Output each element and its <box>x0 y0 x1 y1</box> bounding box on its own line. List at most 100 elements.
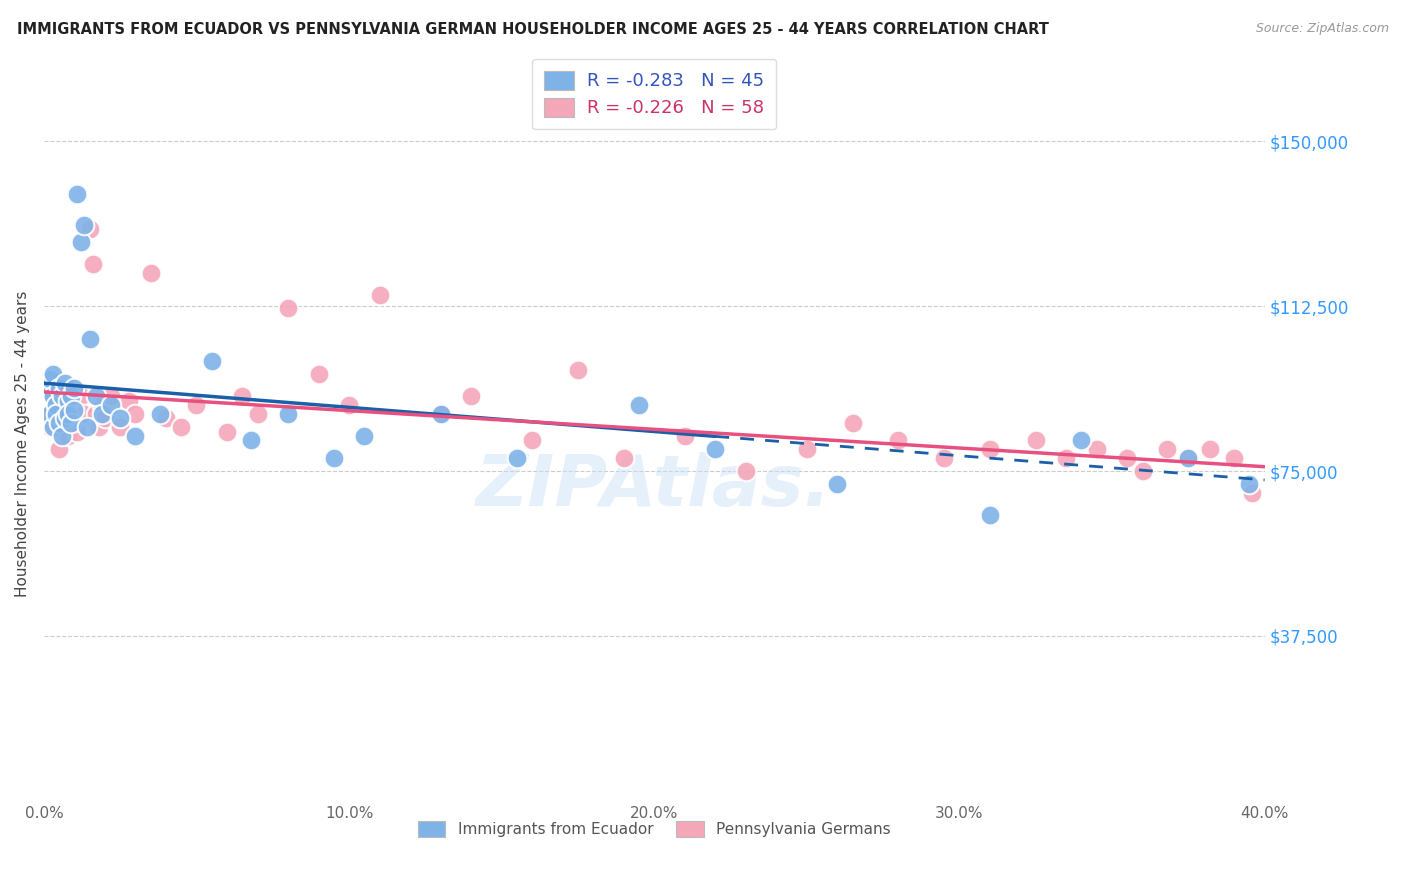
Text: IMMIGRANTS FROM ECUADOR VS PENNSYLVANIA GERMAN HOUSEHOLDER INCOME AGES 25 - 44 Y: IMMIGRANTS FROM ECUADOR VS PENNSYLVANIA … <box>17 22 1049 37</box>
Point <box>246 407 269 421</box>
Point <box>277 407 299 421</box>
Point <box>429 407 451 421</box>
Point <box>90 398 112 412</box>
Point <box>66 187 89 202</box>
Point <box>87 420 110 434</box>
Point <box>170 420 193 434</box>
Point <box>1116 450 1139 465</box>
Point <box>51 420 73 434</box>
Point <box>63 402 86 417</box>
Point <box>337 398 360 412</box>
Point <box>934 450 956 465</box>
Point <box>139 266 162 280</box>
Point <box>45 407 67 421</box>
Point <box>201 354 224 368</box>
Point <box>53 376 76 391</box>
Point <box>48 416 70 430</box>
Point <box>72 218 94 232</box>
Point <box>124 407 146 421</box>
Point <box>1239 477 1261 491</box>
Point <box>60 411 83 425</box>
Point <box>520 434 543 448</box>
Point <box>231 389 253 403</box>
Y-axis label: Householder Income Ages 25 - 44 years: Householder Income Ages 25 - 44 years <box>15 291 30 597</box>
Point <box>45 407 67 421</box>
Point <box>460 389 482 403</box>
Point <box>90 407 112 421</box>
Point <box>1132 464 1154 478</box>
Point <box>69 235 91 250</box>
Point <box>35 384 58 399</box>
Point <box>58 407 80 421</box>
Point <box>368 288 391 302</box>
Point <box>796 442 818 456</box>
Point <box>66 425 89 439</box>
Point <box>1223 450 1246 465</box>
Point <box>1177 450 1199 465</box>
Point <box>567 363 589 377</box>
Point <box>58 393 80 408</box>
Point <box>429 407 451 421</box>
Point <box>48 380 70 394</box>
Point <box>979 508 1001 522</box>
Point <box>45 398 67 412</box>
Point <box>627 398 650 412</box>
Point <box>277 301 299 316</box>
Point <box>100 398 122 412</box>
Point <box>76 420 98 434</box>
Point <box>53 393 76 408</box>
Point <box>84 407 107 421</box>
Point <box>240 434 263 448</box>
Point <box>39 407 62 421</box>
Point <box>887 434 910 448</box>
Point <box>673 429 696 443</box>
Point <box>69 389 91 403</box>
Point <box>39 420 62 434</box>
Point <box>215 425 238 439</box>
Point <box>322 450 344 465</box>
Point <box>42 389 65 403</box>
Point <box>149 407 172 421</box>
Point <box>1070 434 1092 448</box>
Point <box>979 442 1001 456</box>
Legend: Immigrants from Ecuador, Pennsylvania Germans: Immigrants from Ecuador, Pennsylvania Ge… <box>412 815 897 843</box>
Point <box>1085 442 1108 456</box>
Point <box>827 477 849 491</box>
Point <box>155 411 177 425</box>
Point <box>1177 450 1199 465</box>
Point <box>704 442 727 456</box>
Text: ZIPAtlas.: ZIPAtlas. <box>477 452 832 521</box>
Point <box>42 389 65 403</box>
Point <box>94 411 117 425</box>
Point <box>1198 442 1220 456</box>
Point <box>308 368 330 382</box>
Point <box>42 420 65 434</box>
Point <box>108 420 131 434</box>
Point <box>58 384 80 399</box>
Point <box>63 398 86 412</box>
Point <box>1025 434 1047 448</box>
Point <box>108 411 131 425</box>
Point <box>35 407 58 421</box>
Point <box>186 398 208 412</box>
Point <box>613 450 636 465</box>
Point <box>734 464 756 478</box>
Point <box>118 393 141 408</box>
Point <box>60 389 83 403</box>
Point <box>841 416 863 430</box>
Point <box>82 257 104 271</box>
Point <box>51 429 73 443</box>
Point <box>100 389 122 403</box>
Point <box>1054 450 1077 465</box>
Point <box>506 450 529 465</box>
Point <box>39 372 62 386</box>
Point <box>48 442 70 456</box>
Point <box>353 429 375 443</box>
Point <box>72 407 94 421</box>
Point <box>48 398 70 412</box>
Point <box>79 222 101 236</box>
Point <box>124 429 146 443</box>
Point <box>42 368 65 382</box>
Point <box>1156 442 1178 456</box>
Point <box>79 332 101 346</box>
